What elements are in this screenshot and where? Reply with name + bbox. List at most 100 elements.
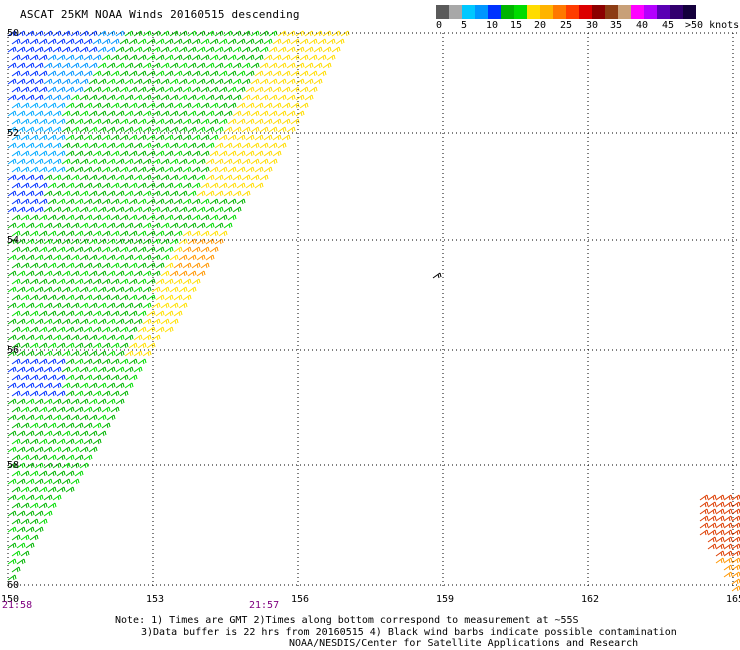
wind-barb xyxy=(34,526,44,533)
wind-barb xyxy=(79,126,89,133)
wind-barb xyxy=(7,414,17,421)
wind-barb xyxy=(61,222,71,229)
wind-barb xyxy=(160,142,170,149)
wind-barb xyxy=(16,494,26,501)
wind-barb xyxy=(70,62,80,69)
wind-barb xyxy=(97,174,107,181)
wind-barb xyxy=(128,134,138,141)
wind-barb xyxy=(241,190,251,197)
wind-barb xyxy=(101,198,111,205)
wind-barb xyxy=(223,110,233,117)
wind-barb xyxy=(97,126,107,133)
wind-barb xyxy=(74,118,84,125)
wind-barb xyxy=(83,38,93,45)
wind-barb xyxy=(128,150,138,157)
wind-barb xyxy=(65,486,75,493)
wind-barb xyxy=(155,86,165,93)
wind-barb xyxy=(38,70,48,77)
wind-barb xyxy=(268,62,278,69)
wind-barb xyxy=(191,38,201,45)
wind-barb xyxy=(196,174,206,181)
wind-barb xyxy=(25,478,35,485)
wind-barb xyxy=(331,46,341,53)
wind-barb xyxy=(16,222,26,229)
wind-barb xyxy=(47,54,57,61)
wind-barb xyxy=(56,374,66,381)
wind-barb xyxy=(65,182,75,189)
wind-barb xyxy=(74,454,84,461)
wind-barb xyxy=(200,118,210,125)
wind-barb xyxy=(227,86,237,93)
wind-barb xyxy=(119,230,129,237)
wind-barb xyxy=(56,86,66,93)
wind-barb xyxy=(34,222,44,229)
wind-barb xyxy=(169,190,179,197)
wind-barb xyxy=(7,558,17,565)
wind-barb xyxy=(205,222,215,229)
wind-barb xyxy=(218,230,228,237)
wind-barb xyxy=(65,38,75,45)
wind-barb xyxy=(236,70,246,77)
wind-barb xyxy=(7,398,17,405)
wind-barb xyxy=(191,182,201,189)
wind-barb xyxy=(79,286,89,293)
wind-barb xyxy=(191,214,201,221)
footer-note-1: Note: 1) Times are GMT 2)Times along bot… xyxy=(115,615,579,626)
wind-barb xyxy=(137,358,147,365)
wind-barb xyxy=(83,422,93,429)
wind-barb xyxy=(97,158,107,165)
wind-barb xyxy=(47,502,57,509)
wind-barb xyxy=(182,70,192,77)
wind-barb xyxy=(43,382,53,389)
wind-barb xyxy=(209,134,219,141)
wind-barb xyxy=(223,126,233,133)
wind-barb xyxy=(218,102,228,109)
wind-barb xyxy=(79,62,89,69)
wind-barb xyxy=(209,182,219,189)
longitude-label: 159 xyxy=(436,594,454,605)
wind-barb xyxy=(218,70,228,77)
wind-barb xyxy=(83,406,93,413)
wind-barb xyxy=(142,158,152,165)
wind-barb xyxy=(200,230,210,237)
wind-barb xyxy=(38,278,48,285)
wind-barb xyxy=(34,94,44,101)
wind-barb xyxy=(218,198,228,205)
wind-barb xyxy=(43,174,53,181)
wind-barb xyxy=(151,174,161,181)
wind-barb xyxy=(61,62,71,69)
legend-swatch xyxy=(475,5,488,19)
wind-barb xyxy=(295,62,305,69)
wind-barb xyxy=(79,46,89,53)
longitude-label: 153 xyxy=(146,594,164,605)
wind-barb xyxy=(178,302,188,309)
wind-barb xyxy=(97,142,107,149)
wind-barb xyxy=(178,110,188,117)
wind-barb xyxy=(205,158,215,165)
wind-barb xyxy=(259,94,269,101)
wind-barb xyxy=(20,294,30,301)
wind-barb xyxy=(79,142,89,149)
wind-barb xyxy=(133,110,143,117)
footer-note-2: 3)Data buffer is 22 hrs from 20160515 4)… xyxy=(141,627,677,638)
wind-barb xyxy=(250,78,260,85)
legend-label: 40 xyxy=(636,20,649,31)
wind-barb xyxy=(155,70,165,77)
wind-barb xyxy=(277,126,287,133)
wind-barb xyxy=(191,86,201,93)
wind-barb xyxy=(88,430,98,437)
wind-barb xyxy=(101,246,111,253)
wind-barb xyxy=(223,46,233,53)
lat-lon-grid xyxy=(7,32,740,588)
wind-barb xyxy=(101,374,111,381)
wind-barb xyxy=(128,54,138,61)
wind-barb xyxy=(74,246,84,253)
wind-barb xyxy=(52,62,62,69)
wind-barb xyxy=(241,62,251,69)
wind-barb xyxy=(74,150,84,157)
wind-barb xyxy=(65,470,75,477)
wind-barb xyxy=(16,414,26,421)
wind-barb xyxy=(187,62,197,69)
wind-barb xyxy=(43,206,53,213)
wind-barb xyxy=(173,198,183,205)
